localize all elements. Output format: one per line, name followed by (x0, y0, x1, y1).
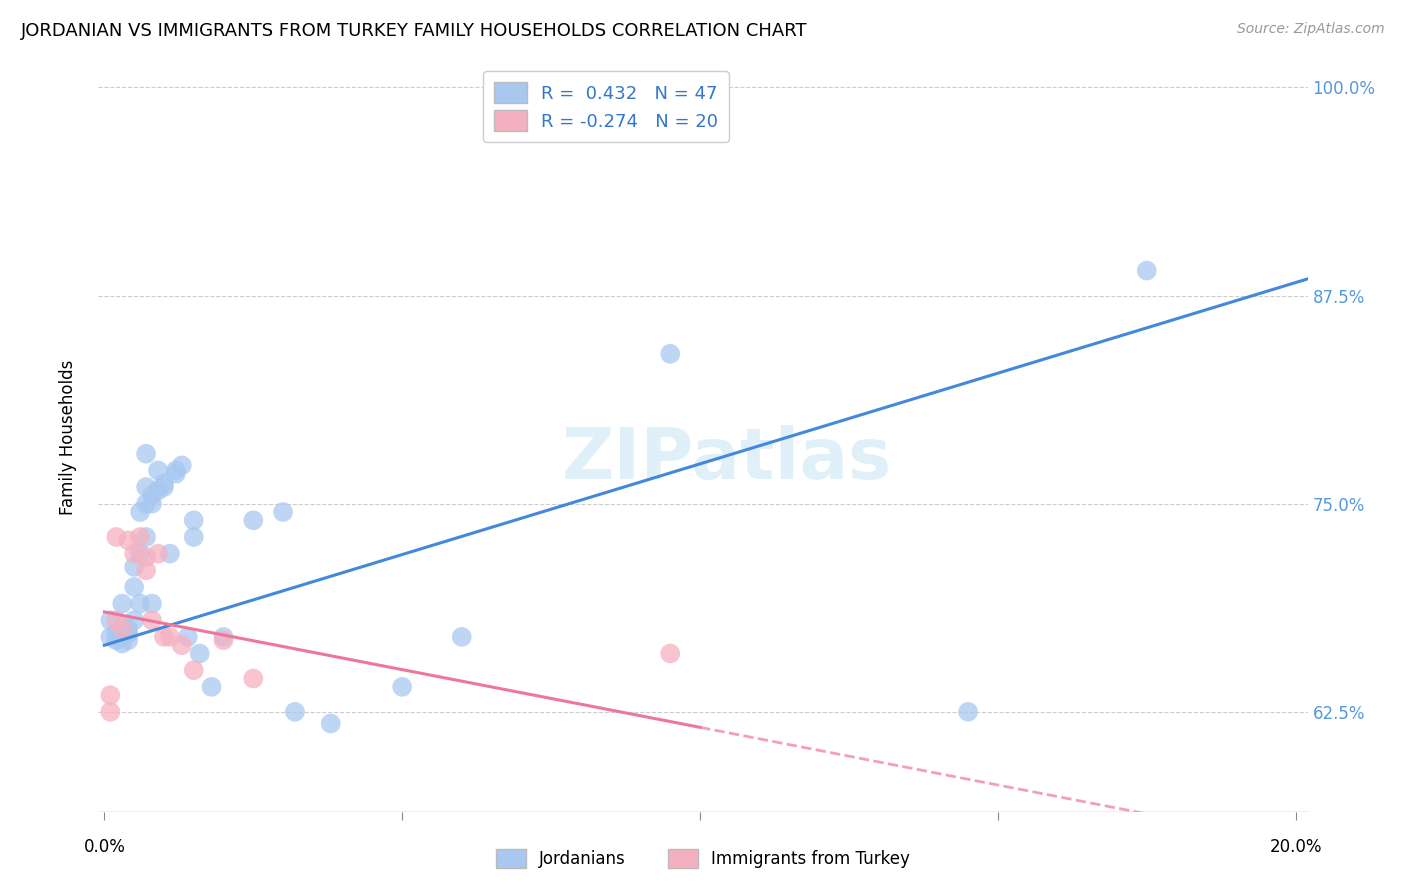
Point (420, 830, 443, 844)
Point (212, 630, 235, 644)
Point (135, 497, 157, 511)
Point (146, 463, 169, 477)
Point (146, 547, 169, 561)
Point (271, 505, 294, 519)
Y-axis label: Family Households: Family Households (59, 359, 77, 515)
Point (117, 633, 139, 648)
Point (141, 613, 163, 627)
Point (105, 633, 128, 648)
Point (111, 636, 134, 650)
Point (111, 622, 134, 636)
Point (105, 530, 128, 544)
Point (111, 597, 134, 611)
Point (659, 347, 682, 361)
Point (98, 688, 121, 702)
Point (284, 705, 307, 719)
Point (200, 680, 222, 694)
Point (122, 580, 145, 594)
Point (242, 672, 264, 686)
Point (153, 476, 176, 491)
Point (122, 560, 145, 574)
Point (391, 680, 413, 694)
Point (165, 463, 187, 477)
Point (129, 547, 152, 561)
Point (141, 597, 163, 611)
Point (117, 533, 139, 548)
Point (141, 488, 163, 502)
Text: JORDANIAN VS IMMIGRANTS FROM TURKEY FAMILY HOUSEHOLDS CORRELATION CHART: JORDANIAN VS IMMIGRANTS FROM TURKEY FAMI… (21, 22, 807, 40)
Point (183, 530, 205, 544)
Point (1136, 263, 1159, 277)
Point (212, 633, 235, 648)
Point (117, 626, 139, 640)
Point (98, 705, 121, 719)
Point (188, 647, 211, 661)
Point (129, 530, 152, 544)
Point (170, 458, 193, 473)
Point (111, 620, 134, 634)
Legend: Jordanians, Immigrants from Turkey: Jordanians, Immigrants from Turkey (489, 842, 917, 875)
Point (141, 497, 163, 511)
Point (122, 547, 145, 561)
Text: 20.0%: 20.0% (1270, 838, 1322, 856)
Point (659, 647, 682, 661)
Point (105, 613, 128, 627)
Point (450, 630, 472, 644)
Point (135, 447, 157, 461)
Point (183, 663, 205, 677)
Point (153, 480, 176, 494)
Point (183, 513, 205, 527)
Point (129, 597, 152, 611)
Point (105, 626, 128, 640)
Point (319, 716, 342, 731)
Point (146, 483, 169, 498)
Point (129, 505, 152, 519)
Point (177, 630, 200, 644)
Point (957, 705, 980, 719)
Point (159, 547, 181, 561)
Point (135, 549, 157, 564)
Text: Source: ZipAtlas.com: Source: ZipAtlas.com (1237, 22, 1385, 37)
Point (153, 630, 176, 644)
Point (135, 530, 157, 544)
Point (117, 622, 139, 636)
Point (135, 563, 157, 577)
Point (170, 638, 193, 652)
Text: 0.0%: 0.0% (83, 838, 125, 856)
Legend: R =  0.432   N = 47, R = -0.274   N = 20: R = 0.432 N = 47, R = -0.274 N = 20 (484, 71, 730, 142)
Point (98, 613, 121, 627)
Point (122, 613, 145, 627)
Point (159, 630, 181, 644)
Point (98, 630, 121, 644)
Point (242, 513, 264, 527)
Point (165, 467, 187, 481)
Text: ZIPatlas: ZIPatlas (562, 425, 893, 494)
Point (111, 630, 134, 644)
Point (135, 480, 157, 494)
